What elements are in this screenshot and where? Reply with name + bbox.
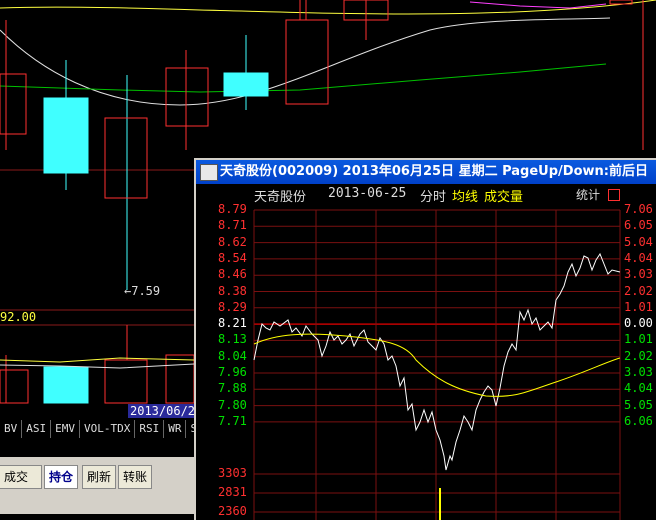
app-icon [200, 164, 218, 181]
indicator-tab-wr[interactable]: WR [164, 420, 187, 438]
pct-level-label: 4.04 [624, 381, 653, 396]
volume-label: 成交量 [484, 190, 524, 205]
pct-level-label: 0.00 [624, 316, 653, 331]
volume-level-label: 2831 [218, 485, 247, 499]
ma-line-magenta [469, 1, 607, 9]
tab-0[interactable]: 成交 [0, 465, 42, 489]
price-level-label: 8.29 [218, 299, 247, 314]
price-level-label: 8.54 [218, 250, 247, 265]
pct-level-label: 3.03 [624, 267, 653, 282]
volume-level-label: 2360 [218, 504, 247, 518]
price-level-label: 7.80 [218, 397, 247, 412]
ma-line-green [0, 63, 607, 93]
candle [343, 0, 389, 21]
price-level-label: 8.21 [218, 316, 247, 331]
bottom-toolbar: 成交 持仓 刷新 转账 [0, 457, 194, 514]
ma-line-white [0, 17, 611, 106]
intraday-window: 天奇股份(002009) 2013年06月25日 星期二 PageUp/Down… [194, 158, 656, 520]
window-title: 天奇股份(002009) 2013年06月25日 星期二 PageUp/Down… [220, 164, 648, 179]
price-marker: ←7.59 [124, 284, 161, 298]
pct-level-label: 7.06 [624, 202, 653, 216]
average-line [253, 333, 621, 397]
price-level-label: 8.38 [218, 283, 247, 298]
close-icon[interactable] [608, 189, 620, 201]
candle [223, 72, 269, 97]
volume-bars [0, 325, 195, 404]
candle [165, 67, 209, 127]
pct-level-label: 3.03 [624, 365, 653, 379]
price-level-label: 8.62 [218, 234, 247, 249]
price-level-label: 7.71 [218, 413, 247, 428]
pct-level-label: 1.01 [624, 332, 653, 347]
avg-label: 均线 [452, 190, 479, 205]
indicator-tab-rsi[interactable]: RSI [135, 420, 165, 438]
price-level-label: 7.88 [218, 381, 247, 396]
candles [0, 0, 644, 290]
price-line [253, 252, 621, 471]
pct-level-label: 2.02 [624, 283, 653, 298]
intraday-chart [253, 209, 621, 520]
price-level-label: 8.04 [218, 348, 247, 363]
price-level-label: 8.13 [218, 332, 247, 347]
pct-level-label: 6.06 [624, 413, 653, 428]
price-level-label: 8.79 [218, 202, 247, 216]
date-tag: 2013/06/2 [128, 404, 198, 418]
price-level-label: 7.96 [218, 365, 247, 379]
intraday-header: 天奇股份 2013-06-25 分时 均线 成交量 统计 [196, 186, 656, 205]
candle [285, 19, 329, 105]
candle [104, 117, 148, 199]
indicator-tab-asi[interactable]: ASI [22, 420, 52, 438]
pct-level-label: 6.05 [624, 218, 653, 233]
tab-2[interactable]: 刷新 [82, 465, 116, 489]
stats-label[interactable]: 统计 [576, 188, 601, 202]
price-level-label: 8.46 [218, 267, 247, 282]
indicator-tab-emv[interactable]: EMV [51, 420, 80, 438]
price-level-label: 8.71 [218, 218, 247, 233]
pct-level-label: 2.02 [624, 348, 653, 363]
candle [609, 0, 633, 5]
pct-level-label: 4.04 [624, 250, 653, 265]
trade-date: 2013-06-25 [328, 186, 407, 201]
candle [0, 73, 27, 135]
pct-level-label: 5.04 [624, 234, 653, 249]
mode-label: 分时 [420, 190, 447, 205]
tab-3[interactable]: 转账 [118, 465, 152, 489]
volume-value: 92.00 [0, 310, 37, 324]
candle [43, 97, 89, 174]
pct-level-label: 1.01 [624, 299, 653, 314]
pct-level-label: 5.05 [624, 397, 653, 412]
window-titlebar[interactable]: 天奇股份(002009) 2013年06月25日 星期二 PageUp/Down… [196, 160, 656, 184]
stock-name: 天奇股份 [254, 190, 307, 205]
volume-level-label: 3303 [218, 466, 247, 480]
indicator-tab-bv[interactable]: BV [0, 420, 23, 438]
indicator-tab-vol-tdx[interactable]: VOL-TDX [80, 420, 136, 438]
ma-line-yellow [0, 0, 656, 15]
tab-1[interactable]: 持仓 [44, 465, 78, 489]
